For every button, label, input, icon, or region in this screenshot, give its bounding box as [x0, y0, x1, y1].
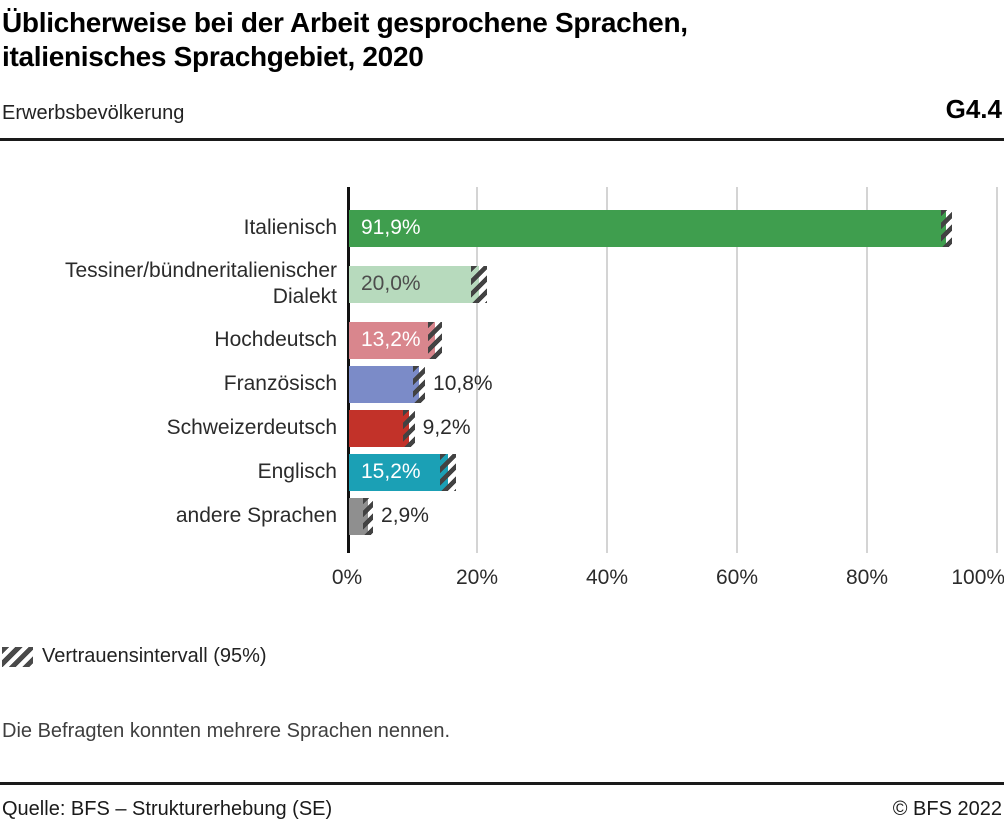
bar: 15,2%: [349, 453, 448, 491]
figure-code: G4.4: [945, 94, 1002, 125]
footer-divider: [0, 782, 1004, 786]
bar-row-andere-sprachen: andere Sprachen 2,9%: [0, 494, 1004, 538]
bar-row-englisch: Englisch 15,2%: [0, 450, 1004, 494]
bar-track: 10,8%: [347, 365, 997, 403]
bar-chart: Italienisch 91,9% Tessiner/bündneritalie…: [0, 187, 1004, 601]
source-text: Quelle: BFS – Strukturerhebung (SE): [2, 798, 333, 821]
bar-track: 91,9%: [347, 209, 997, 247]
copyright-text: © BFS 2022: [892, 798, 1002, 821]
bar-track: 20,0%: [347, 265, 997, 303]
confidence-interval-hatch: [413, 365, 426, 403]
chart-subtitle: Erwerbsbevölkerung: [2, 102, 185, 125]
legend: Vertrauensintervall (95%): [2, 645, 1004, 668]
value-label: 9,2%: [422, 416, 471, 440]
subtitle-row: Erwerbsbevölkerung G4.4: [2, 94, 1002, 125]
x-tick-label: 20%: [455, 566, 499, 590]
bar-track: 15,2%: [347, 453, 997, 491]
chart-title: Üblicherweise bei der Arbeit gesprochene…: [2, 7, 688, 73]
confidence-interval-hatch: [940, 209, 953, 247]
confidence-interval-hatch: [362, 497, 374, 535]
legend-label: Vertrauensintervall (95%): [42, 645, 267, 668]
value-label: 2,9%: [381, 504, 429, 528]
footer: Quelle: BFS – Strukturerhebung (SE) © BF…: [2, 798, 1002, 821]
x-tick-label: 40%: [585, 566, 629, 590]
bar-track: 2,9%: [347, 497, 997, 535]
bar: 20,0%: [349, 265, 479, 303]
confidence-interval-hatch: [427, 321, 442, 359]
bar: [349, 409, 409, 447]
footnote: Die Befragten konnten mehrere Sprachen n…: [2, 720, 451, 743]
bar-row-italienisch: Italienisch 91,9%: [0, 206, 1004, 250]
y-axis-line: [347, 187, 350, 554]
bar-row-schweizerdeutsch: Schweizerdeutsch 9,2%: [0, 406, 1004, 450]
category-label: andere Sprachen: [175, 503, 337, 527]
category-label: Französisch: [223, 371, 337, 395]
confidence-interval-hatch: [471, 265, 487, 303]
bar-rows: Italienisch 91,9% Tessiner/bündneritalie…: [0, 187, 1004, 538]
bar-track: 13,2%: [347, 321, 997, 359]
bar-row-dialekt: Tessiner/bündneritalienischer Dialekt 20…: [0, 250, 1004, 318]
category-label: Englisch: [257, 459, 337, 483]
bar: [349, 365, 420, 403]
bar-track: 9,2%: [347, 409, 997, 447]
bar: 91,9%: [349, 209, 947, 247]
value-label: 15,2%: [361, 460, 421, 484]
x-tick-label: 100%: [951, 566, 1004, 590]
category-label: Tessiner/bündneritalienischer Dialekt: [65, 258, 337, 309]
header-divider: [0, 138, 1004, 142]
value-label: 20,0%: [361, 272, 421, 296]
gridlines: [347, 187, 998, 554]
confidence-interval-hatch: [440, 453, 456, 491]
x-tick-label: 80%: [845, 566, 889, 590]
x-axis: 0% 20% 40% 60% 80% 100%: [332, 553, 1004, 601]
bar-row-franzoesisch: Französisch 10,8%: [0, 362, 1004, 406]
category-label: Italienisch: [243, 215, 337, 239]
confidence-interval-hatch: [402, 409, 415, 447]
x-tick-label: 0%: [331, 566, 363, 590]
value-label: 10,8%: [433, 372, 493, 396]
bar-row-hochdeutsch: Hochdeutsch 13,2%: [0, 318, 1004, 362]
value-label: 91,9%: [361, 216, 421, 240]
category-label: Schweizerdeutsch: [166, 415, 337, 439]
plot-area: Italienisch 91,9% Tessiner/bündneritalie…: [0, 187, 1004, 554]
value-label: 13,2%: [361, 328, 421, 352]
hatch-swatch-icon: [2, 646, 33, 667]
x-tick-label: 60%: [715, 566, 759, 590]
category-label: Hochdeutsch: [214, 327, 337, 351]
bar: 13,2%: [349, 321, 435, 359]
